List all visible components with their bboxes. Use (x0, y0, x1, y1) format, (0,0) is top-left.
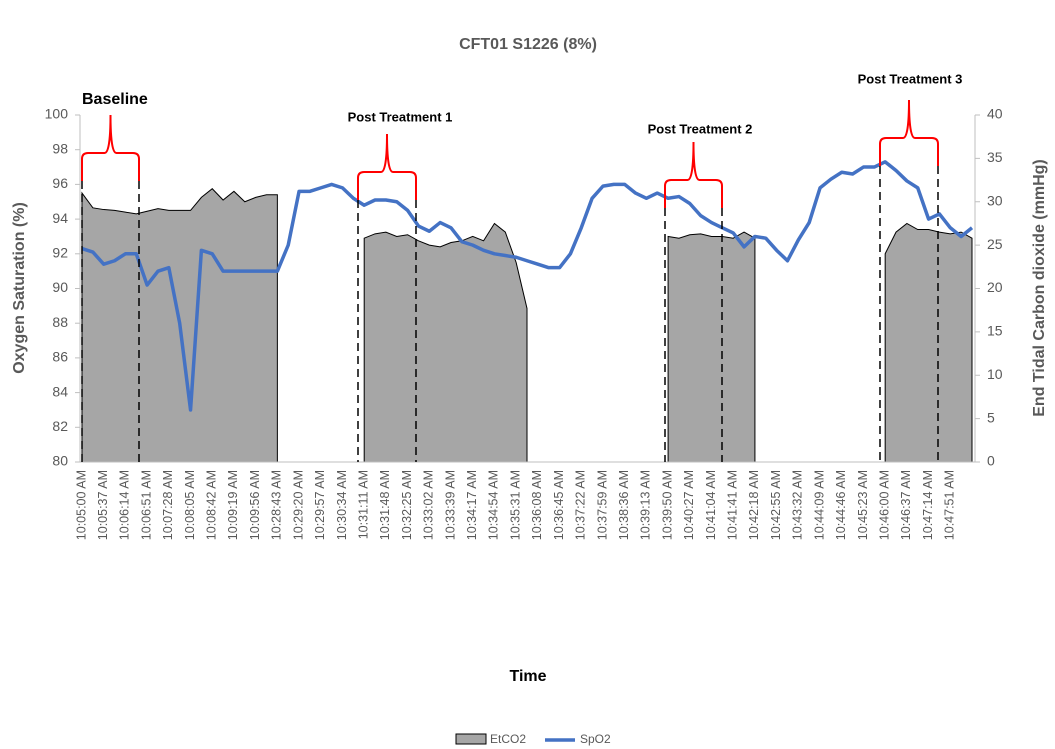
x-tick-label: 10:41:04 AM (704, 470, 718, 540)
x-tick-label: 10:34:17 AM (465, 470, 479, 540)
y-tick-label: 80 (52, 453, 68, 469)
legend-label: SpO2 (580, 732, 611, 746)
x-tick-label: 10:08:42 AM (205, 470, 219, 540)
y-tick-label: 82 (52, 418, 68, 434)
y2-tick-label: 15 (987, 323, 1003, 339)
y2-tick-label: 35 (987, 149, 1003, 165)
x-tick-label: 10:29:20 AM (291, 470, 305, 540)
x-tick-label: 10:36:45 AM (552, 470, 566, 540)
x-tick-label: 10:34:54 AM (487, 470, 501, 540)
x-tick-label: 10:31:11 AM (356, 470, 370, 539)
y2-tick-label: 40 (987, 106, 1003, 122)
line (81, 160, 974, 412)
x-tick-label: 10:40:27 AM (682, 470, 696, 540)
x-tick-label: 10:33:39 AM (443, 470, 457, 540)
annotation: Baseline (82, 91, 148, 108)
x-tick-label: 10:05:37 AM (96, 470, 110, 540)
y-tick-label: 88 (52, 314, 68, 330)
y2-tick-label: 5 (987, 409, 995, 425)
y2-tick-label: 30 (987, 192, 1003, 208)
x-tick-label: 10:41:41 AM (726, 470, 740, 540)
x-tick-label: 10:44:09 AM (812, 470, 826, 540)
x-tick-label: 10:42:55 AM (769, 470, 783, 540)
y2-tick-label: 25 (987, 236, 1003, 252)
y2-tick-label: 0 (987, 453, 995, 469)
x-tick-label: 10:06:51 AM (139, 470, 153, 540)
chart-title: CFT01 S1226 (8%) (459, 36, 597, 53)
x-tick-label: 10:33:02 AM (422, 470, 436, 540)
x-tick-label: 10:44:46 AM (834, 470, 848, 540)
x-tick-label: 10:38:36 AM (617, 470, 631, 540)
bracket (664, 141, 723, 208)
x-tick-label: 10:35:31 AM (508, 470, 522, 540)
y-tick-label: 86 (52, 349, 68, 365)
x-tick-label: 10:09:56 AM (248, 470, 262, 540)
x-tick-label: 10:32:25 AM (400, 470, 414, 540)
x-tick-label: 10:29:57 AM (313, 470, 327, 540)
annotation: Post Treatment 3 (858, 71, 963, 86)
x-tick-label: 10:39:13 AM (639, 470, 653, 540)
y-axis-title: Oxygen Saturation (%) (11, 202, 28, 374)
x-tick-label: 10:47:51 AM (943, 470, 957, 540)
x-tick-label: 10:28:43 AM (270, 470, 284, 540)
legend-label: EtCO2 (490, 732, 526, 746)
y-tick-label: 92 (52, 245, 68, 261)
x-tick-label: 10:06:14 AM (118, 470, 132, 540)
x-tick-label: 10:08:05 AM (183, 470, 197, 540)
x-tick-label: 10:46:00 AM (877, 470, 891, 540)
x-tick-label: 10:37:59 AM (595, 470, 609, 540)
area (81, 188, 973, 463)
bracket (357, 133, 417, 200)
x-tick-label: 10:39:50 AM (660, 470, 674, 540)
y-tick-label: 100 (45, 106, 69, 122)
x-tick-label: 10:45:23 AM (856, 470, 870, 540)
x-tick-label: 10:43:32 AM (791, 470, 805, 540)
x-tick-label: 10:46:37 AM (899, 470, 913, 540)
x-tick-label: 10:37:22 AM (574, 470, 588, 540)
x-tick-label: 10:05:00 AM (74, 470, 88, 540)
bracket (879, 99, 939, 166)
annotation: Post Treatment 1 (348, 109, 453, 124)
x-tick-label: 10:31:48 AM (378, 470, 392, 540)
annotation: Post Treatment 2 (648, 121, 753, 136)
x-tick-label: 10:07:28 AM (161, 470, 175, 540)
y-tick-label: 94 (52, 210, 68, 226)
x-tick-label: 10:42:18 AM (747, 470, 761, 540)
x-tick-label: 10:36:08 AM (530, 470, 544, 540)
y2-tick-label: 10 (987, 366, 1003, 382)
x-tick-label: 10:47:14 AM (921, 470, 935, 540)
legend-swatch (455, 733, 487, 745)
x-tick-label: 10:30:34 AM (335, 470, 349, 540)
bracket (81, 114, 140, 181)
x-axis-title: Time (509, 668, 546, 685)
y-tick-label: 98 (52, 140, 68, 156)
y-tick-label: 90 (52, 279, 68, 295)
x-tick-label: 10:09:19 AM (226, 470, 240, 540)
y2-axis-title: End Tidal Carbon dioxide (mmHg) (1031, 159, 1048, 417)
y2-tick-label: 20 (987, 279, 1003, 295)
y-tick-label: 96 (52, 175, 68, 191)
y-tick-label: 84 (52, 383, 68, 399)
